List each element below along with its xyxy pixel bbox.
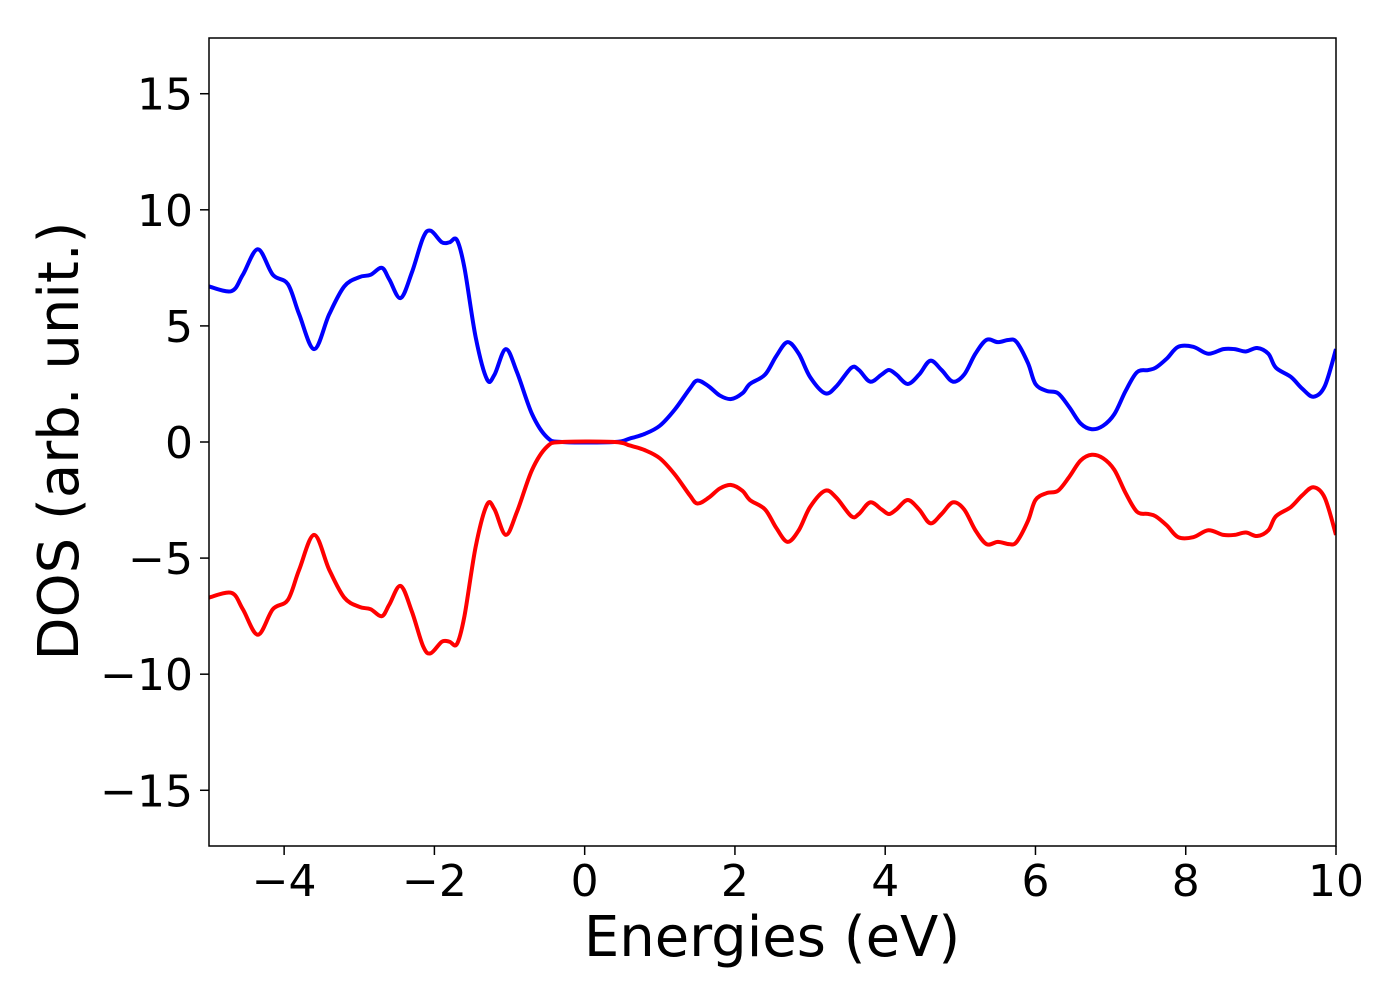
plot-frame [208,37,1337,847]
x-axis-label: Energies (eV) [584,905,960,970]
x-tick-label: −2 [402,856,467,907]
y-tick-label: 10 [137,186,193,237]
series-line [209,228,1336,445]
x-tick-label: 2 [721,856,749,907]
y-tick-label: −15 [100,766,193,817]
x-tick-label: 10 [1308,856,1364,907]
y-tick-label: −10 [100,650,193,701]
y-tick-label: 0 [165,418,193,469]
y-tick-label: 15 [137,70,193,121]
y-axis-label: DOS (arb. unit.) [27,221,92,660]
x-tick-label: 8 [1172,856,1200,907]
series-line [209,439,1336,656]
x-tick-label: 0 [571,856,599,907]
x-tick-label: 6 [1021,856,1049,907]
x-tick-label: −4 [252,856,317,907]
x-tick-label: 4 [871,856,899,907]
y-tick-label: 5 [165,302,193,353]
y-tick-label: −5 [128,534,193,585]
